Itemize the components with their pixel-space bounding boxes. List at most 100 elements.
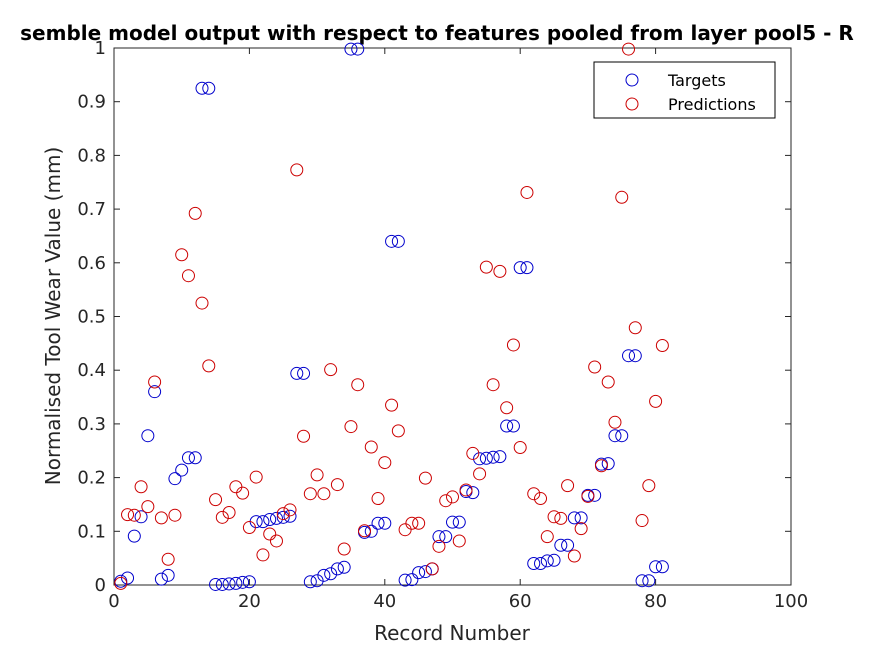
prediction-point [506,338,520,352]
target-point [127,529,141,543]
prediction-point [276,507,290,521]
prediction-point [622,42,636,56]
prediction-point [601,375,615,389]
target-point [391,234,405,248]
target-point [439,530,453,544]
prediction-point [500,401,514,415]
prediction-point [195,296,209,310]
legend-box [593,61,776,119]
prediction-point [473,467,487,481]
legend-marker-predictions [625,97,639,111]
prediction-point [635,514,649,528]
target-point [236,575,250,589]
target-point [209,577,223,591]
prediction-point [290,163,304,177]
prediction-point [446,490,459,504]
target-point [500,419,514,433]
prediction-point [513,441,527,455]
prediction-point [378,456,392,470]
target-point [547,553,561,567]
target-point [269,511,283,525]
target-point [534,557,548,571]
legend-label-predictions: Predictions [668,95,756,114]
prediction-point [134,480,148,494]
target-point [256,515,270,529]
prediction-point [534,492,548,506]
target-point [222,577,236,591]
target-point [188,451,202,465]
prediction-point [263,527,277,541]
prediction-point [452,534,466,548]
y-tick-label: 0.1 [77,521,106,542]
prediction-point [432,539,446,553]
prediction-point [439,494,453,508]
prediction-point [141,500,155,514]
target-point [561,538,575,552]
target-point [608,429,622,443]
target-point [276,510,290,524]
prediction-point [615,190,629,204]
prediction-point [242,521,256,535]
prediction-point [642,479,656,493]
target-point [121,571,135,585]
target-point [418,565,432,579]
prediction-point [181,269,195,283]
prediction-point [425,562,439,576]
prediction-point [561,479,575,493]
target-point [398,573,412,587]
target-point [615,429,629,443]
prediction-point [297,429,311,443]
prediction-point [127,508,141,522]
prediction-point [385,398,399,412]
target-point [161,568,175,582]
target-point [330,562,344,576]
target-point [506,419,520,433]
prediction-point [608,415,622,429]
target-point [181,451,195,465]
series-predictions [114,42,669,590]
prediction-point [283,503,297,517]
target-point [344,42,358,56]
target-point [466,486,480,500]
y-tick-label: 1 [95,38,106,59]
target-point [642,574,656,588]
target-point [317,568,331,582]
y-axis-label: Normalised Tool Wear Value (mm) [41,147,65,486]
prediction-point [594,459,608,473]
prediction-point [330,478,344,492]
prediction-point [168,508,182,522]
x-tick-label: 100 [774,591,808,612]
target-point [202,81,216,95]
prediction-point [154,511,168,525]
prediction-point [324,363,338,377]
target-point [337,560,351,574]
prediction-point [364,440,378,454]
x-tick-label: 40 [373,591,396,612]
target-point [527,557,541,571]
target-point [283,509,297,523]
prediction-point [466,446,480,460]
target-point [175,463,189,477]
target-point [378,516,392,530]
prediction-point [412,516,426,530]
prediction-point [317,487,331,501]
target-point [303,575,317,589]
target-point [195,81,209,95]
target-point [310,574,324,588]
x-tick-label: 20 [238,591,261,612]
prediction-point [547,510,561,524]
target-point [588,488,602,502]
y-tick-label: 0 [95,575,106,596]
target-point [649,560,663,574]
target-point [628,349,642,363]
ticks: 0 20 40 60 80 100 0 0.1 0.2 0.3 0.4 0.5 0.6 0.7 0.8 0.9… [77,38,808,612]
prediction-point [249,470,263,484]
prediction-point [628,321,642,335]
prediction-point [574,522,588,536]
target-point [567,511,581,525]
x-tick-label: 60 [509,591,532,612]
prediction-point [520,185,534,199]
prediction-point [493,264,507,278]
y-tick-label: 0.3 [77,414,106,435]
prediction-point [527,487,541,501]
